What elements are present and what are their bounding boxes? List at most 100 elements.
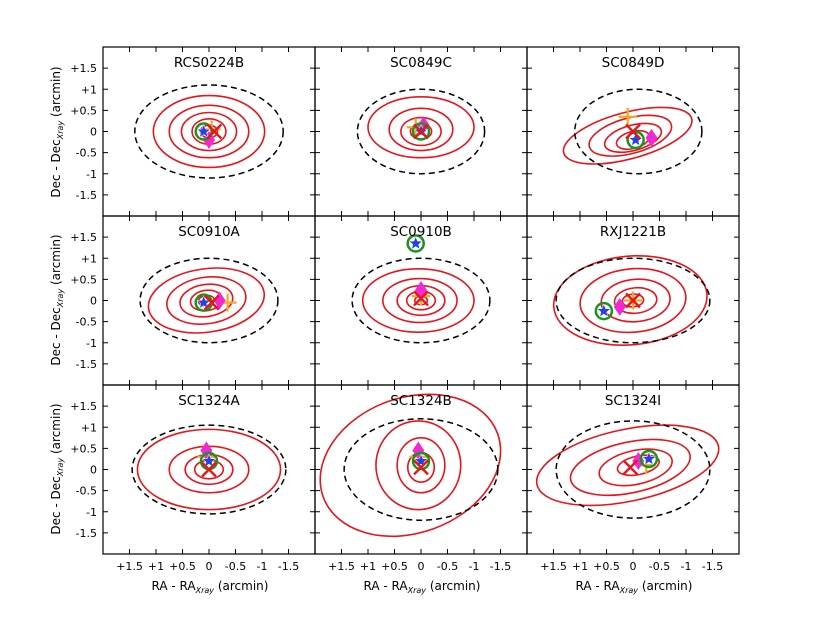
- cross-marker: [203, 294, 220, 311]
- panel-sc0849c: SC0849C: [314, 46, 528, 217]
- ring-marker: [594, 301, 614, 321]
- ring-marker: [639, 449, 659, 469]
- contour-line: [147, 267, 266, 334]
- x-tick-label: +1: [572, 560, 588, 573]
- x-tick-label: +0.5: [593, 560, 620, 573]
- panel-title: RXJ1221B: [600, 224, 666, 240]
- star-marker: [408, 235, 424, 250]
- x-tick-label: +1.5: [540, 560, 567, 573]
- panel-rcs0224b: RCS0224B: [102, 46, 316, 217]
- x-tick-label: +1.5: [328, 560, 355, 573]
- contour-line: [152, 94, 266, 169]
- dashed-radius-circle: [343, 418, 499, 521]
- y-tick-label: 0: [90, 464, 97, 477]
- ring-marker: [194, 122, 213, 141]
- dashed-radius-circle: [573, 88, 703, 175]
- contour-line: [598, 448, 673, 487]
- cross-marker: [413, 123, 429, 140]
- panel-title: SC1324I: [605, 393, 661, 409]
- cross-marker: [201, 461, 217, 478]
- x-tick-label: +1.5: [116, 560, 143, 573]
- contour-line: [179, 283, 234, 318]
- y-tick-label: -0.5: [76, 485, 97, 498]
- x-tick-label: 0: [418, 560, 425, 573]
- cross-marker: [625, 292, 641, 309]
- dashed-radius-circle: [356, 88, 486, 175]
- contour-line: [319, 393, 502, 538]
- y-axis-label: Dec - DecXray (arcmin): [49, 403, 65, 534]
- contour-line: [613, 286, 658, 315]
- panel-sc1324b: SC1324B: [314, 384, 528, 555]
- dashed-radius-circle: [351, 257, 491, 344]
- y-tick-label: +1.5: [70, 231, 97, 244]
- cross-marker: [413, 459, 429, 476]
- x-tick-label: -1.5: [702, 560, 723, 573]
- contour-line: [367, 96, 475, 159]
- dashed-radius-circle: [555, 257, 711, 344]
- panel-sc0849d: SC0849D: [526, 46, 740, 217]
- panel-title: RCS0224B: [174, 55, 244, 71]
- panel-plot-area: [535, 420, 720, 519]
- panel-plot-area: [139, 257, 279, 344]
- x-tick-label: -0.5: [437, 560, 458, 573]
- panel-title: SC1324B: [390, 393, 452, 409]
- contour-line: [166, 276, 247, 325]
- x-tick-label: +0.5: [169, 560, 196, 573]
- y-tick-label: 0: [90, 295, 97, 308]
- y-tick-label: +1.5: [70, 62, 97, 75]
- y-tick-label: -1.5: [76, 527, 97, 540]
- contour-line: [180, 111, 238, 152]
- ring-marker: [411, 122, 431, 141]
- x-tick-label: -1: [681, 560, 692, 573]
- panel-sc0910b: SC0910B: [314, 215, 528, 386]
- cross-marker: [206, 123, 223, 140]
- panel-title: SC0849D: [602, 55, 665, 71]
- contour-line: [375, 420, 462, 511]
- contour-line: [168, 104, 250, 159]
- contour-line: [388, 107, 454, 152]
- y-tick-label: +0.5: [70, 442, 97, 455]
- y-tick-label: -0.5: [76, 147, 97, 160]
- panel-title: SC0849C: [390, 55, 452, 71]
- y-tick-label: -0.5: [76, 316, 97, 329]
- x-axis-label: RA - RAXray (arcmin): [152, 579, 269, 595]
- x-tick-label: -1.5: [278, 560, 299, 573]
- y-tick-label: -1.5: [76, 189, 97, 202]
- dashed-radius-circle: [555, 420, 711, 519]
- x-tick-label: +0.5: [381, 560, 408, 573]
- contour-line: [400, 116, 442, 147]
- plus-marker: [618, 107, 637, 126]
- panel-sc0910a: SC0910A: [102, 215, 316, 386]
- panel-plot-area: [552, 255, 711, 346]
- dashed-radius-circle: [131, 424, 287, 515]
- panel-frame: [526, 384, 740, 555]
- panel-plot-area: [562, 88, 703, 175]
- panel-title: SC1324A: [178, 393, 240, 409]
- y-tick-label: +0.5: [70, 273, 97, 286]
- panel-title: SC0910B: [390, 224, 452, 240]
- contour-line: [396, 437, 446, 494]
- star-marker: [196, 123, 212, 138]
- y-axis-label: Dec - DecXray (arcmin): [49, 234, 65, 365]
- contour-line: [569, 438, 692, 497]
- cross-marker: [622, 459, 639, 476]
- ring-marker: [406, 234, 425, 253]
- y-tick-label: 0: [90, 126, 97, 139]
- contour-line: [579, 267, 687, 334]
- x-tick-label: +1: [360, 560, 376, 573]
- x-tick-label: 0: [206, 560, 213, 573]
- y-tick-label: -1.5: [76, 358, 97, 371]
- panel-plot-area: [131, 424, 287, 515]
- panel-sc1324i: SC1324I: [526, 384, 740, 555]
- contour-line: [562, 106, 693, 165]
- panel-title: SC0910A: [178, 224, 240, 240]
- contour-line: [535, 424, 720, 507]
- y-tick-label: +1: [81, 83, 97, 96]
- x-tick-label: 0: [630, 560, 637, 573]
- star-marker: [201, 453, 217, 468]
- contour-line: [588, 114, 673, 157]
- diamond-marker: [613, 297, 626, 316]
- panel-plot-area: [356, 88, 486, 175]
- x-tick-label: -0.5: [649, 560, 670, 573]
